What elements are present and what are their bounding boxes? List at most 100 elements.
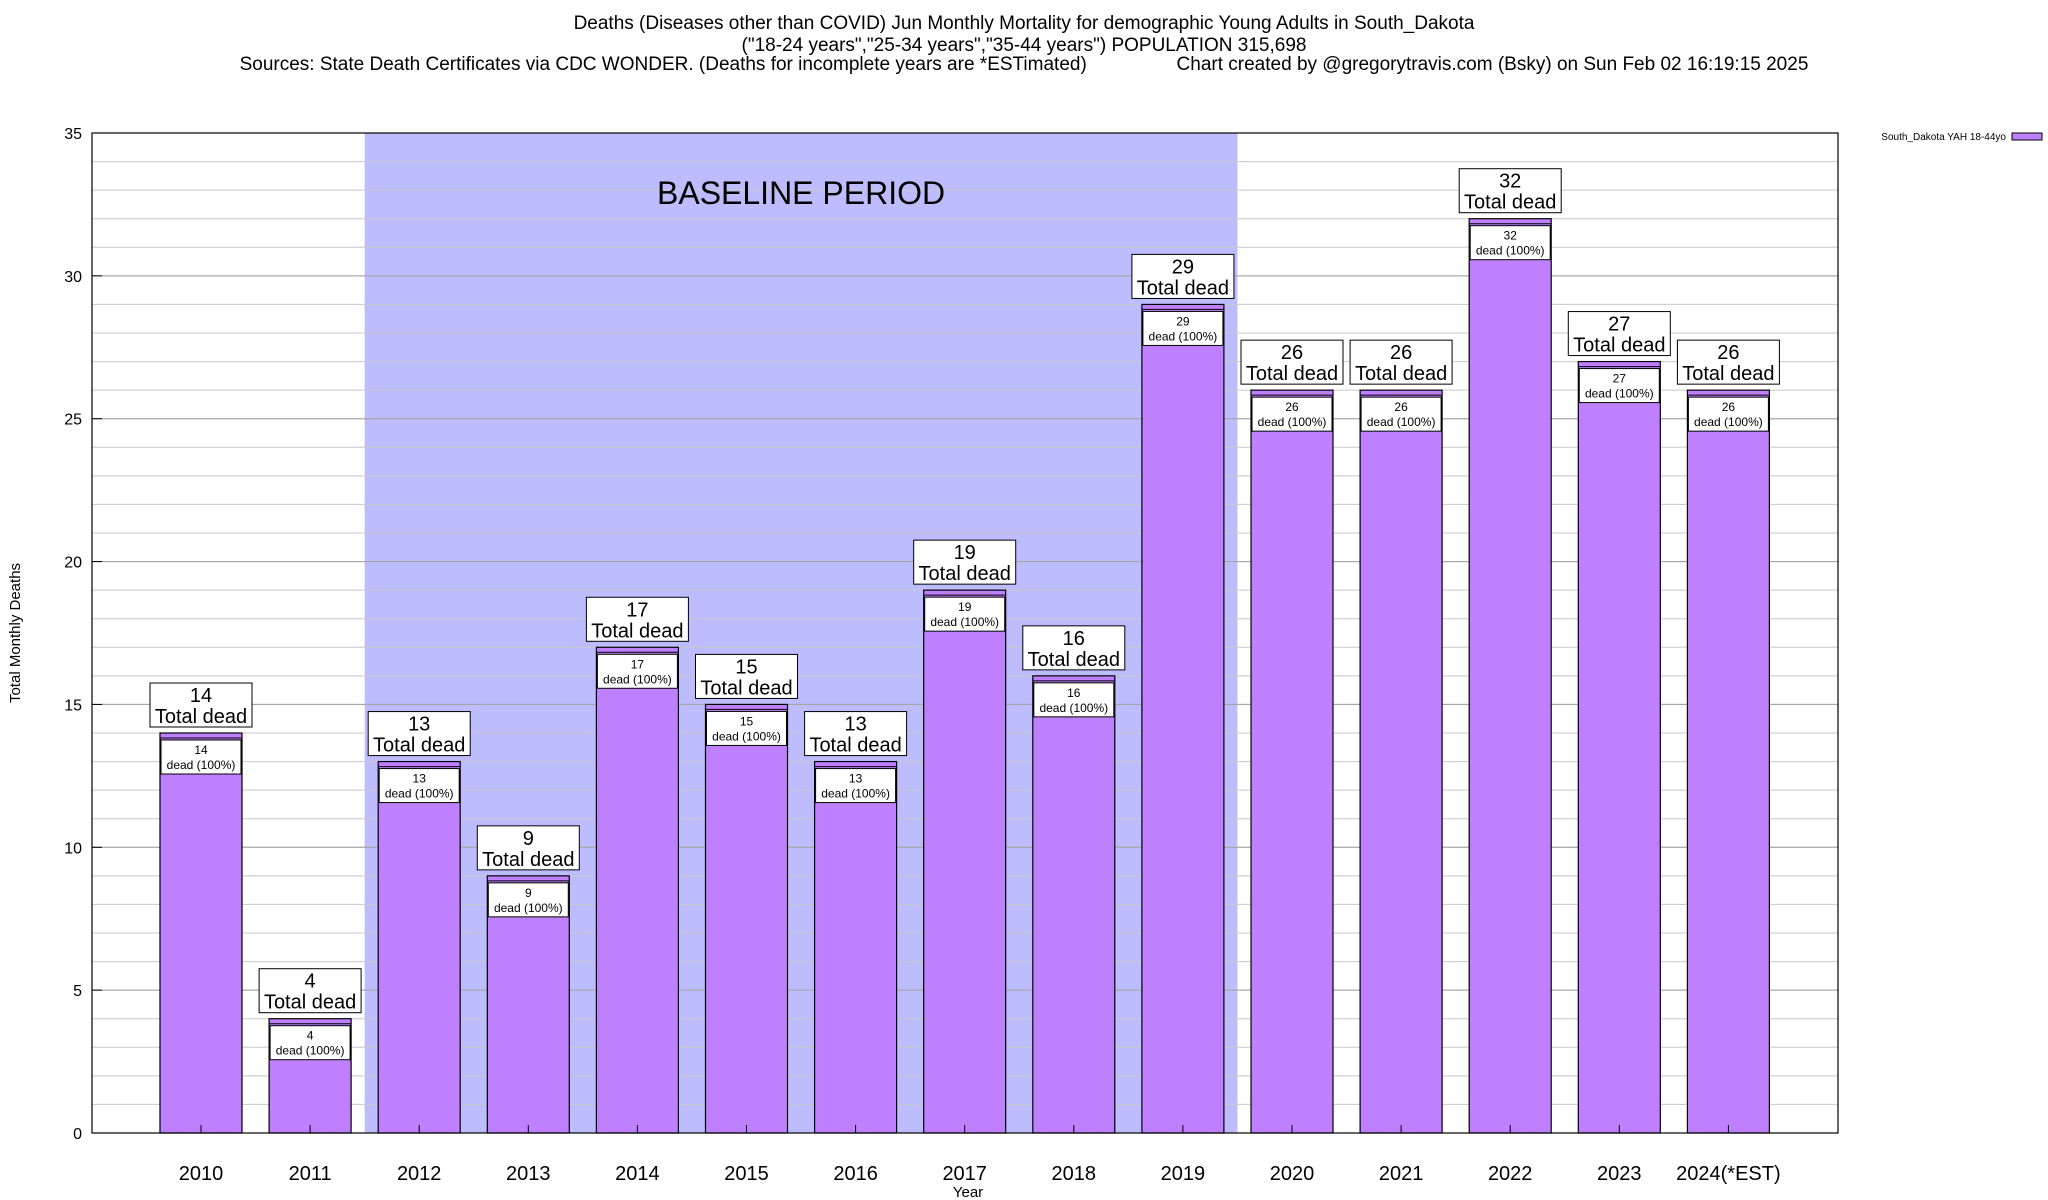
bar-total-label-box	[1676, 339, 1780, 385]
chart-subtitle: ("18-24 years","25-34 years","35-44 year…	[741, 35, 1307, 56]
bar-inner-label-value: 26	[1285, 400, 1299, 414]
bar-total-label-value: 13	[844, 714, 866, 736]
bar-inner-label-box	[487, 882, 569, 918]
x-tick-label: 2016	[833, 1163, 878, 1185]
bar-inner-label-text: dead (100%)	[1476, 244, 1545, 258]
bar-total-label-box	[367, 711, 471, 757]
x-tick-label: 2010	[179, 1163, 224, 1185]
bar-inner-label-box	[1578, 368, 1660, 404]
bar-total-label-value: 27	[1608, 314, 1630, 336]
bar	[1468, 218, 1552, 1134]
bar-total-label-box	[1349, 339, 1453, 385]
bar-total-label-text: Total dead	[1355, 363, 1447, 385]
bar-total-label-box	[1131, 253, 1235, 299]
x-tick-label: 2021	[1379, 1163, 1424, 1185]
bar-inner-label-text: dead (100%)	[1149, 329, 1218, 343]
bar-total-label-text: Total dead	[373, 735, 465, 757]
bar-inner-label-box	[1469, 225, 1551, 261]
bar-total-label-text: Total dead	[700, 677, 792, 699]
legend-swatch	[2011, 132, 2043, 141]
plot-frame	[91, 132, 1839, 1134]
bar-total-label-box	[1240, 339, 1344, 385]
bar-inner-label-value: 14	[194, 743, 208, 757]
bar-inner-label-text: dead (100%)	[603, 672, 672, 686]
baseline-period-label: BASELINE PERIOD	[657, 175, 945, 211]
chart-sources-line: Sources: State Death Certificates via CD…	[0, 54, 2048, 76]
bar-total-label-box	[149, 682, 253, 728]
bar	[704, 703, 789, 1134]
bar	[1686, 389, 1771, 1134]
bar-total-label-value: 4	[305, 971, 316, 993]
y-tick-label: 25	[64, 412, 82, 429]
bar-total-label-box	[1567, 311, 1671, 357]
bar-inner-label-value: 26	[1722, 400, 1736, 414]
bar	[923, 589, 1007, 1134]
bar-total-label-text: Total dead	[155, 706, 247, 728]
x-tick-label: 2020	[1270, 1163, 1315, 1185]
x-tick-label: 2023	[1597, 1163, 1642, 1185]
bar	[1250, 389, 1334, 1134]
bar-inner-label-value: 13	[413, 772, 427, 786]
bar-total-label-text: Total dead	[1246, 363, 1338, 385]
bar-inner-label-box	[160, 739, 242, 775]
bar-inner-label-value: 4	[307, 1029, 314, 1043]
bar-inner-label-box	[269, 1025, 351, 1061]
bar-total-label-value: 26	[1717, 342, 1739, 364]
bar-inner-label-text: dead (100%)	[1367, 415, 1436, 429]
x-axis-label: Year	[953, 1184, 983, 1200]
bar-total-label-box	[1458, 168, 1562, 214]
bar-total-label-value: 16	[1063, 628, 1085, 650]
bar-total-label-text: Total dead	[1682, 363, 1774, 385]
x-tick-label: 2017	[942, 1163, 987, 1185]
bar-total-label-value: 17	[626, 599, 648, 621]
legend-label: South_Dakota YAH 18-44yo	[1881, 132, 2006, 143]
bar	[595, 646, 680, 1134]
bar-total-label-value: 15	[735, 656, 757, 678]
bar-inner-label-box	[1251, 396, 1333, 432]
bar-inner-label-value: 32	[1504, 229, 1518, 243]
bar-inner-label-box	[1033, 682, 1115, 718]
chart-title: Deaths (Diseases other than COVID) Jun M…	[573, 13, 1475, 34]
bar-inner-label-box	[596, 653, 678, 689]
bar-total-label-box	[804, 711, 908, 757]
bar	[1141, 303, 1225, 1134]
bar-total-label-value: 26	[1281, 342, 1303, 364]
bar-total-label-box	[913, 539, 1017, 585]
bar-total-label-value: 19	[954, 542, 976, 564]
y-tick-label: 20	[64, 555, 82, 572]
bar	[813, 760, 898, 1134]
x-tick-label: 2019	[1161, 1163, 1206, 1185]
bar-total-label-box	[1022, 625, 1126, 671]
bar-total-label-text: Total dead	[1028, 649, 1120, 671]
bar-inner-label-box	[815, 768, 897, 804]
bar-inner-label-box	[378, 768, 460, 804]
bar-inner-label-text: dead (100%)	[167, 758, 236, 772]
x-tick-label: 2024(*EST)	[1676, 1163, 1781, 1185]
bar-total-label-text: Total dead	[591, 620, 683, 642]
x-tick-label: 2022	[1488, 1163, 1533, 1185]
y-tick-label: 0	[73, 1126, 82, 1143]
bar-inner-label-value: 17	[631, 657, 645, 671]
bar	[159, 732, 243, 1134]
bar-inner-label-box	[1360, 396, 1442, 432]
bar-total-label-text: Total dead	[264, 992, 356, 1014]
bar-total-label-box	[585, 596, 689, 642]
bar-total-label-text: Total dead	[1464, 192, 1556, 214]
bar-inner-label-value: 9	[525, 886, 532, 900]
bar-total-label-value: 14	[190, 685, 212, 707]
bar-total-label-text: Total dead	[1137, 277, 1229, 299]
x-tick-label: 2013	[506, 1163, 551, 1185]
x-tick-label: 2018	[1052, 1163, 1097, 1185]
x-tick-label: 2012	[397, 1163, 442, 1185]
bar-total-label-text: Total dead	[809, 735, 901, 757]
bar-total-label-value: 32	[1499, 171, 1521, 193]
bar-inner-label-box	[1687, 396, 1769, 432]
bar-inner-label-text: dead (100%)	[712, 729, 781, 743]
bar-total-label-box	[695, 653, 798, 699]
bar-total-label-value: 29	[1172, 256, 1194, 278]
y-tick-label: 5	[73, 983, 82, 1000]
y-axis-label: Total Monthly Deaths	[7, 563, 24, 703]
bar-total-label-text: Total dead	[1573, 335, 1665, 357]
bar-inner-label-text: dead (100%)	[821, 787, 890, 801]
